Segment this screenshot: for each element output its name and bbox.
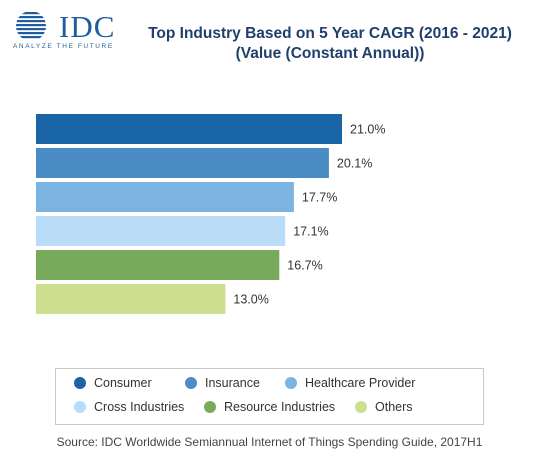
legend-swatch xyxy=(74,401,86,413)
data-label-cross-industries: 17.1% xyxy=(293,225,328,239)
source-note: Source: IDC Worldwide Semiannual Interne… xyxy=(56,435,483,449)
chart-title-line-1: Top Industry Based on 5 Year CAGR (2016 … xyxy=(148,25,512,42)
data-label-others: 13.0% xyxy=(233,293,268,307)
chart-legend: Consumer Insurance Healthcare Provider Cros… xyxy=(55,368,484,425)
legend-item-cross-industries: Cross Industries xyxy=(74,400,184,414)
chart-title: Top Industry Based on 5 Year CAGR (2016 … xyxy=(130,24,530,64)
globe-icon xyxy=(16,12,46,39)
legend-label: Insurance xyxy=(205,376,260,390)
bar-others xyxy=(36,284,226,314)
legend-label: Healthcare Provider xyxy=(305,376,416,390)
logo-wordmark: IDC xyxy=(59,9,116,44)
bar-healthcare-provider xyxy=(36,182,294,212)
idc-logo: IDC ANALYZE THE FUTURE xyxy=(12,9,132,54)
legend-item-insurance: Insurance xyxy=(185,376,260,390)
legend-label: Cross Industries xyxy=(94,400,185,414)
legend-label: Others xyxy=(375,400,413,414)
data-label-healthcare-provider: 17.7% xyxy=(302,191,337,205)
data-label-resource-industries: 16.7% xyxy=(287,259,322,273)
bar-consumer xyxy=(36,114,342,144)
legend-label: Consumer xyxy=(94,376,152,390)
bar-chart: 21.0% 20.1% 17.7% 17.1% 16.7% 13.0% xyxy=(36,114,385,314)
legend-label: Resource Industries xyxy=(224,400,336,414)
chart-title-line-2: (Value (Constant Annual)) xyxy=(235,45,425,62)
data-label-insurance: 20.1% xyxy=(337,157,372,171)
legend-swatch xyxy=(355,401,367,413)
bar-insurance xyxy=(36,148,329,178)
data-label-consumer: 21.0% xyxy=(350,123,385,137)
logo-tagline: ANALYZE THE FUTURE xyxy=(13,43,114,50)
legend-item-others: Others xyxy=(355,400,413,414)
legend-swatch xyxy=(74,377,86,389)
legend-swatch xyxy=(185,377,197,389)
legend-item-healthcare-provider: Healthcare Provider xyxy=(285,376,415,390)
legend-item-resource-industries: Resource Industries xyxy=(204,400,335,414)
bar-resource-industries xyxy=(36,250,280,280)
bar-cross-industries xyxy=(36,216,286,246)
legend-swatch xyxy=(285,377,297,389)
legend-swatch xyxy=(204,401,216,413)
legend-item-consumer: Consumer xyxy=(74,376,152,390)
